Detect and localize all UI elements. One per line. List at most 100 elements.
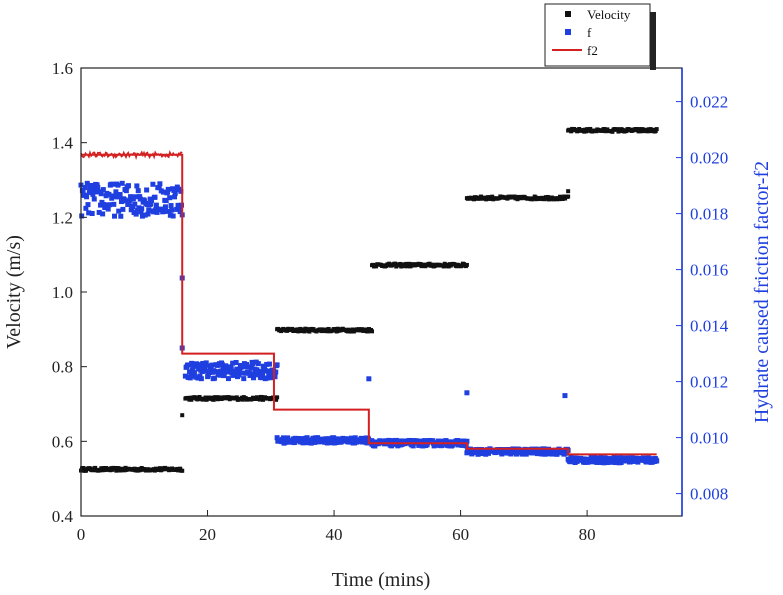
y-axis-title: Velocity (m/s) (3, 235, 25, 349)
velocity-point (259, 395, 264, 400)
y-tick-label: 0.6 (52, 432, 73, 451)
f-point (241, 376, 247, 382)
velocity-point (489, 196, 494, 201)
legend-box (544, 3, 651, 67)
f-point (128, 194, 134, 200)
velocity-point (545, 194, 550, 199)
velocity-point (240, 397, 245, 402)
f-point (139, 206, 145, 212)
velocity-point (557, 197, 562, 202)
f-point (250, 375, 256, 381)
f-point (118, 199, 124, 205)
velocity-point (180, 468, 185, 473)
legend-label-f: f (587, 25, 592, 40)
f-point (86, 210, 92, 216)
f-point (273, 369, 279, 375)
f-point (125, 183, 131, 189)
velocity-point (584, 129, 589, 134)
f-point (166, 208, 172, 214)
f-point (250, 361, 256, 367)
f-point (198, 376, 204, 382)
f-point (127, 197, 133, 203)
velocity-point (102, 468, 107, 473)
f-point (116, 208, 122, 214)
f-point (416, 442, 422, 448)
f-point (245, 364, 251, 370)
f-point (186, 362, 192, 368)
f-point (138, 209, 144, 215)
f-point (169, 207, 175, 213)
f-point (393, 437, 399, 443)
velocity-point (441, 264, 446, 269)
f-point (107, 202, 113, 208)
f-point (84, 194, 90, 200)
velocity-point (189, 397, 194, 402)
f-point (136, 205, 142, 211)
y2-tick-label: 0.020 (690, 149, 728, 168)
f-point (146, 207, 152, 213)
y2-tick-label: 0.014 (690, 317, 729, 336)
f-point (163, 198, 169, 204)
f-point (98, 202, 104, 208)
f-point (196, 362, 202, 368)
velocity-point (257, 397, 262, 402)
velocity-point (648, 127, 653, 132)
velocity-point (569, 129, 574, 134)
axes: 0 20 40 60 80 0.4 0.6 0.8 1.0 1.2 1.4 1.6 0.008 0.010… (52, 59, 729, 544)
f-point (259, 375, 265, 381)
y2-axis-title: Hydrate caused friction factor-f2 (751, 161, 773, 423)
velocity-point (404, 261, 409, 266)
f-point (366, 376, 372, 382)
f-point (161, 208, 167, 214)
f-point (274, 435, 280, 441)
velocity-point (273, 395, 278, 400)
velocity-point (418, 262, 423, 267)
f-point (182, 373, 188, 379)
f-point (137, 196, 143, 202)
velocity-point (471, 197, 476, 202)
f-point (214, 369, 220, 375)
f-point (145, 211, 151, 217)
f-point (464, 390, 470, 396)
velocity-point (114, 468, 119, 473)
f-point (165, 186, 171, 192)
f-point (410, 443, 416, 449)
velocity-point (180, 413, 185, 418)
x-tick-label: 0 (77, 525, 86, 544)
f-point (132, 201, 138, 207)
f-point (601, 460, 607, 466)
f-point (469, 451, 475, 457)
f-point (174, 206, 180, 212)
f-point (142, 198, 148, 204)
f-point (203, 360, 209, 366)
f-point (523, 451, 529, 457)
f-point (160, 189, 166, 195)
velocity-point (393, 261, 398, 266)
f-point (144, 187, 150, 193)
velocity-point (615, 127, 620, 132)
f-point (239, 370, 245, 376)
f-point (134, 183, 140, 189)
velocity-point (290, 326, 295, 331)
f-point (106, 191, 112, 197)
f-point (254, 367, 260, 373)
x-tick-label: 40 (326, 525, 343, 544)
f-point (149, 197, 155, 203)
f-point (197, 373, 203, 379)
velocity-point (285, 328, 290, 333)
velocity-point (295, 327, 300, 332)
f-point (165, 189, 171, 195)
f-point (464, 438, 470, 444)
f-point (268, 375, 274, 381)
f-point (389, 438, 395, 444)
f-point (191, 370, 197, 376)
f-point (475, 451, 481, 457)
f-point (329, 440, 335, 446)
f-point (207, 370, 213, 376)
f-point (232, 371, 238, 377)
y2-tick-label: 0.022 (690, 93, 728, 112)
y-tick-label: 1.2 (52, 208, 73, 227)
y2-tick-label: 0.008 (690, 485, 728, 504)
y-tick-label: 0.8 (52, 358, 73, 377)
legend-marker-f (565, 29, 571, 35)
